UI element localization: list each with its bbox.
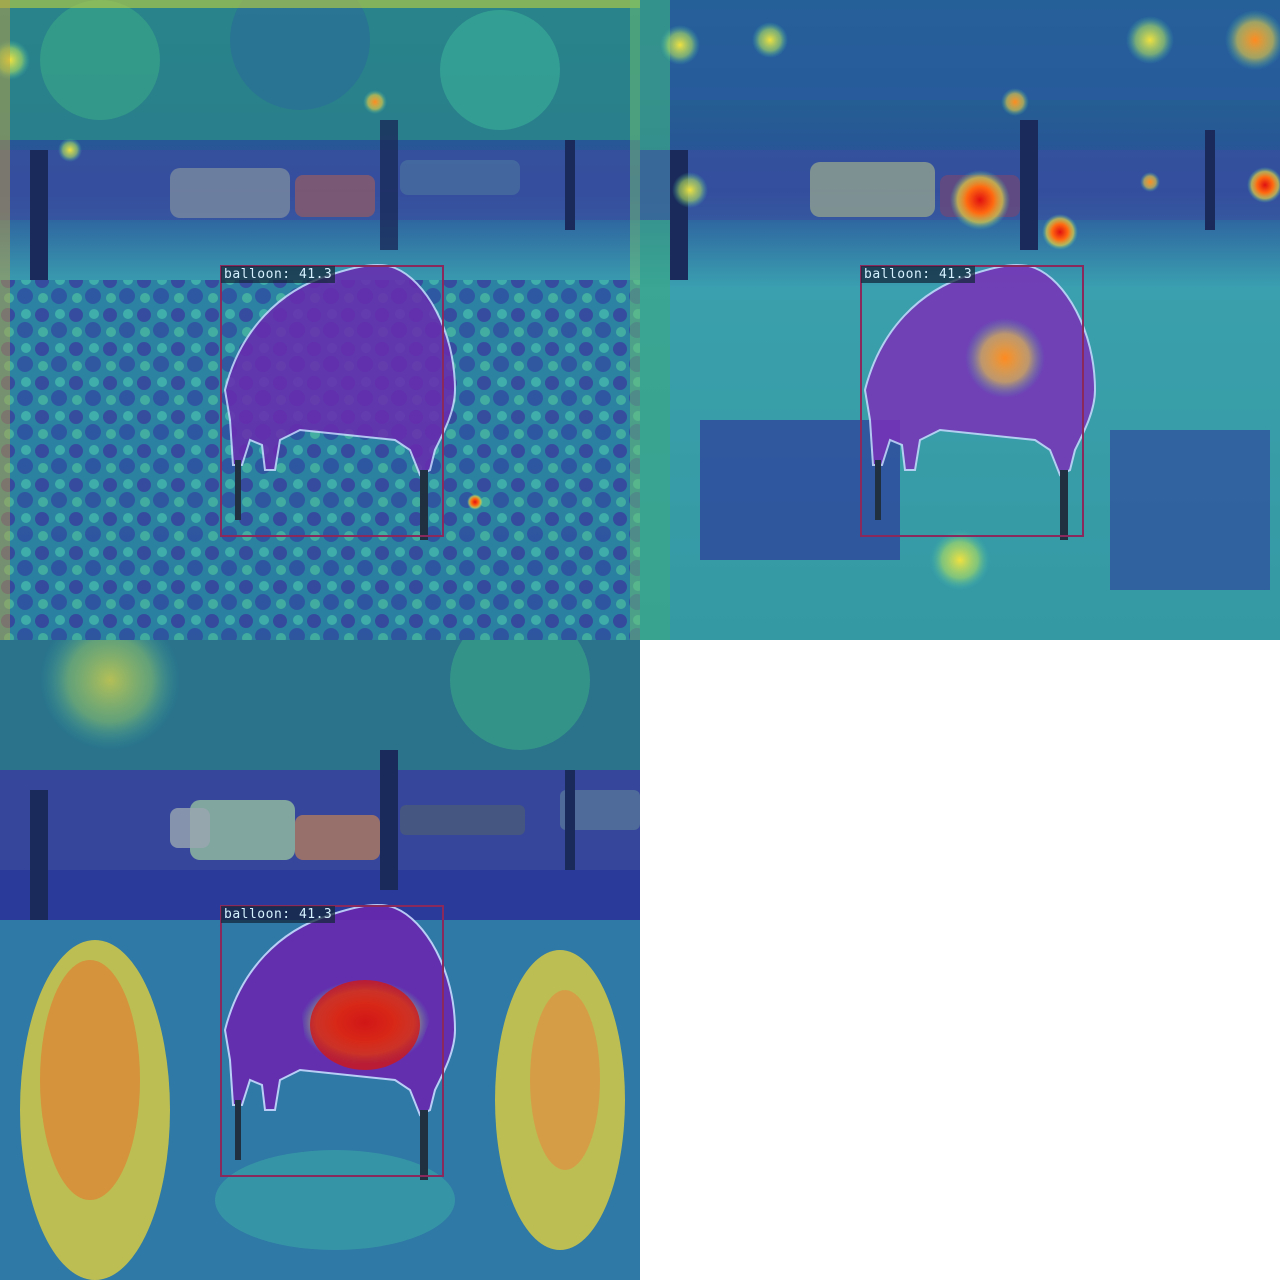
park-scene-heatmap: [0, 0, 640, 640]
heatmap-panel-3: balloon: 41.3: [0, 640, 640, 1280]
detection-label: balloon: 41.3: [221, 266, 336, 283]
heatmap-panel-2: balloon: 41.3: [640, 0, 1280, 640]
park-scene-heatmap: [640, 0, 1280, 640]
detection-box: [860, 265, 1084, 537]
detection-label: balloon: 41.3: [221, 906, 336, 923]
detection-label: balloon: 41.3: [861, 266, 976, 283]
detection-box: [220, 905, 444, 1177]
heatmap-panel-1: balloon: 41.3: [0, 0, 640, 640]
detection-box: [220, 265, 444, 537]
park-scene-heatmap: [0, 640, 640, 1280]
empty-panel: [640, 640, 1280, 1280]
